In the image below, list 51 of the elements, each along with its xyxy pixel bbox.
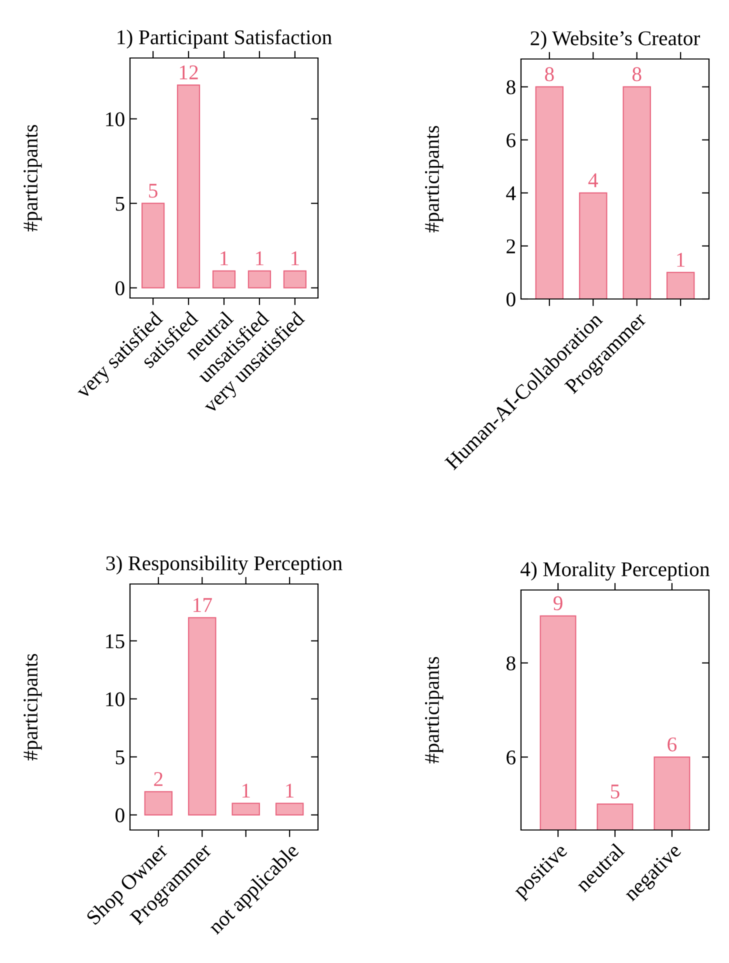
data-label: 1	[292, 251, 299, 266]
data-label: 4	[588, 173, 598, 188]
y-tick-label: 8	[506, 656, 516, 670]
data-label: 1	[256, 251, 264, 266]
chart-title: 1) Participant Satisfaction	[118, 29, 332, 49]
y-tick-label: 0	[506, 292, 516, 306]
y-tick-label: 5	[116, 196, 124, 211]
y-tick-label: 15	[106, 634, 124, 648]
chart-title: 4) Morality Perception	[520, 562, 710, 581]
y-tick-label: 8	[506, 80, 516, 94]
y-tick-label: 10	[106, 112, 124, 126]
y-tick-label: 0	[116, 281, 124, 296]
bar	[248, 270, 272, 288]
data-label: 1	[242, 784, 250, 798]
data-label: 8	[545, 67, 554, 82]
bar	[535, 86, 564, 299]
bar	[579, 192, 608, 299]
y-tick-label: 2	[506, 239, 515, 254]
bar	[232, 802, 260, 816]
y-axis-title: #participants	[424, 126, 444, 232]
data-label: 1	[220, 251, 228, 266]
chart-title: 2) Website’s Creator	[530, 30, 700, 50]
y-tick-label: 4	[506, 186, 516, 200]
data-label: 9	[553, 596, 562, 610]
chart-title: 3) Responsibility Perception	[106, 556, 342, 575]
data-label: 17	[194, 598, 212, 612]
data-label: 6	[668, 737, 677, 752]
bar	[142, 202, 165, 288]
y-axis-title: #participants	[424, 656, 444, 764]
data-label: 5	[611, 784, 620, 798]
y-tick-label: 6	[506, 133, 516, 148]
data-label: 1	[286, 784, 294, 798]
bar	[212, 270, 236, 288]
bar	[283, 270, 306, 288]
data-label: 1	[677, 252, 685, 267]
y-tick-label: 5	[116, 750, 124, 764]
y-tick-label: 0	[116, 808, 124, 822]
bar	[144, 791, 173, 816]
y-tick-label: 6	[506, 750, 516, 764]
bar	[176, 84, 200, 288]
y-tick-label: 10	[106, 692, 124, 706]
bar	[666, 272, 695, 299]
bar	[275, 802, 304, 816]
y-axis-title: #participants	[24, 124, 42, 232]
bar	[188, 617, 216, 816]
y-axis-title: #participants	[24, 654, 42, 760]
data-label: 5	[149, 184, 158, 198]
data-label: 8	[632, 67, 642, 82]
data-label: 2	[154, 772, 162, 786]
bar	[622, 86, 651, 299]
data-label: 12	[180, 65, 198, 80]
